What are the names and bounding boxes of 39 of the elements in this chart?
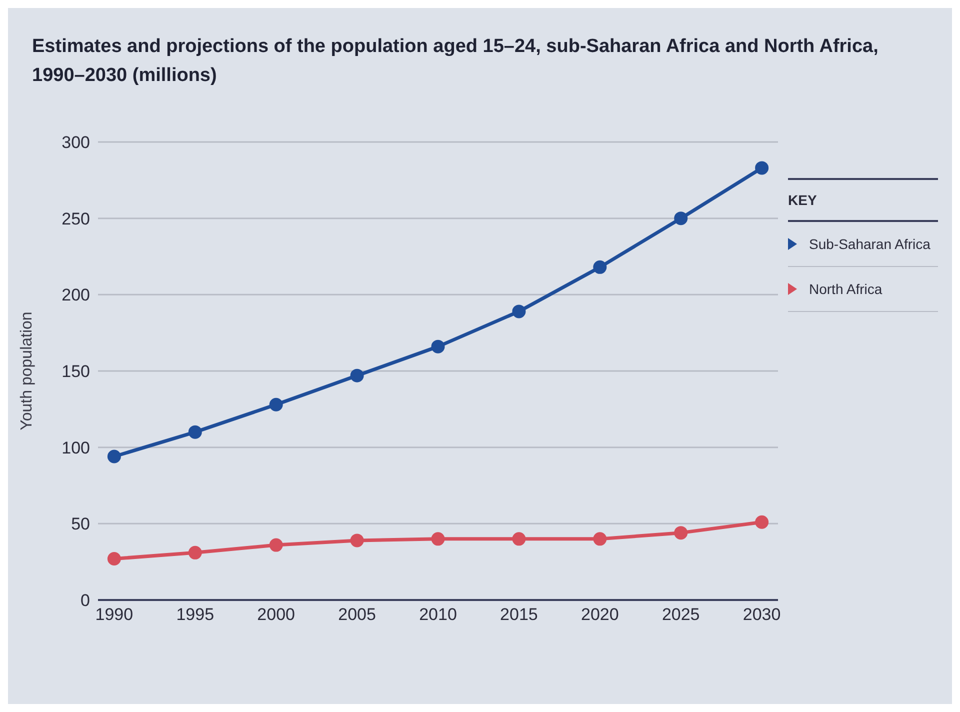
y-tick-label: 300 (62, 133, 90, 152)
chart-title: Estimates and projections of the population aged 15–24, sub-Saharan Africa and North Africa, 1990–2030 (millions) (31, 35, 880, 88)
legend-title: KEY (788, 178, 938, 222)
x-tick-label: 2010 (419, 605, 457, 624)
x-tick-label: 2005 (338, 605, 376, 624)
point (350, 368, 364, 382)
point (107, 552, 121, 566)
x-tick-label: 2000 (257, 605, 296, 624)
x-tick-label: 1990 (95, 605, 134, 624)
point (755, 515, 769, 529)
point (269, 538, 283, 552)
x-tick-label: 2025 (662, 605, 700, 624)
point (188, 425, 202, 439)
point (188, 546, 202, 560)
point (431, 532, 445, 546)
point (512, 304, 526, 318)
y-tick-label: 250 (62, 209, 90, 228)
point (674, 212, 688, 226)
point (674, 526, 688, 540)
y-axis-title: Youth population (18, 312, 36, 430)
y-tick-label: 50 (71, 514, 90, 534)
y-tick-label: 100 (62, 438, 90, 458)
point (755, 161, 769, 175)
legend-label: Sub-Saharan Africa (809, 236, 930, 252)
x-tick-label: 2020 (580, 605, 619, 624)
point (269, 398, 283, 412)
point (107, 450, 121, 464)
x-tick-label: 2030 (742, 605, 781, 624)
point (431, 340, 445, 354)
point (350, 534, 364, 548)
x-tick-label: 2015 (500, 605, 538, 624)
y-tick-label: 200 (62, 286, 90, 305)
legend-label: North Africa (809, 281, 882, 297)
y-tick-label: 0 (80, 591, 90, 610)
y-tick-label: 150 (62, 362, 90, 382)
x-tick-label: 1995 (176, 605, 214, 624)
point (593, 532, 607, 546)
point (593, 260, 607, 274)
point (512, 532, 526, 546)
